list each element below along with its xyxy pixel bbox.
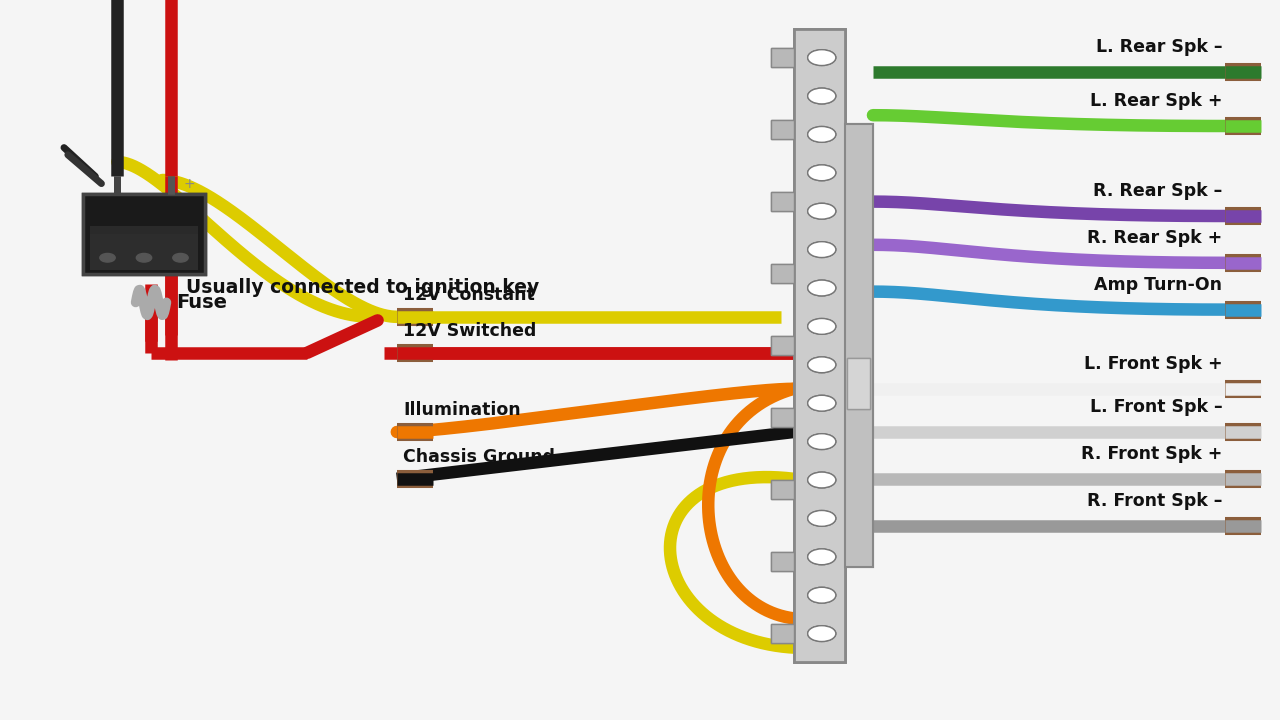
Bar <box>771 624 794 643</box>
Circle shape <box>808 357 836 373</box>
Circle shape <box>808 626 836 642</box>
Text: L. Front Spk +: L. Front Spk + <box>1084 355 1222 373</box>
Bar <box>771 336 794 355</box>
Circle shape <box>808 395 836 411</box>
Text: +: + <box>183 176 195 191</box>
Circle shape <box>808 203 836 219</box>
Circle shape <box>808 50 836 66</box>
Circle shape <box>173 253 188 262</box>
Bar <box>771 48 794 67</box>
Bar <box>845 124 873 567</box>
Text: Chassis Ground: Chassis Ground <box>403 448 556 466</box>
Circle shape <box>808 318 836 334</box>
Circle shape <box>808 357 836 373</box>
Circle shape <box>808 318 836 334</box>
Bar <box>771 624 794 643</box>
Bar <box>90 226 198 270</box>
Circle shape <box>808 280 836 296</box>
Circle shape <box>808 472 836 488</box>
Text: Amp Turn-On: Amp Turn-On <box>1094 276 1222 294</box>
Circle shape <box>808 549 836 564</box>
Bar <box>771 264 794 283</box>
Text: Fuse: Fuse <box>177 293 228 312</box>
Bar <box>771 264 794 283</box>
Circle shape <box>808 127 836 143</box>
Text: L. Rear Spk +: L. Rear Spk + <box>1089 92 1222 110</box>
Circle shape <box>808 242 836 258</box>
Bar <box>771 120 794 139</box>
Circle shape <box>808 165 836 181</box>
Circle shape <box>808 588 836 603</box>
Circle shape <box>808 127 836 143</box>
Text: R. Front Spk –: R. Front Spk – <box>1087 492 1222 510</box>
Bar <box>83 194 205 274</box>
Bar <box>771 552 794 571</box>
Circle shape <box>808 510 836 526</box>
Circle shape <box>808 280 836 296</box>
Bar <box>771 480 794 499</box>
Bar <box>771 192 794 211</box>
Circle shape <box>808 88 836 104</box>
Bar <box>771 48 794 67</box>
Circle shape <box>808 433 836 449</box>
Bar <box>90 235 198 270</box>
Text: Usually connected to ignition key: Usually connected to ignition key <box>186 279 539 297</box>
Text: R. Rear Spk +: R. Rear Spk + <box>1087 229 1222 247</box>
Text: Illumination: Illumination <box>403 401 521 419</box>
Text: L. Rear Spk –: L. Rear Spk – <box>1096 38 1222 56</box>
Bar <box>794 29 845 662</box>
Circle shape <box>808 165 836 181</box>
Circle shape <box>136 253 152 262</box>
Circle shape <box>808 510 836 526</box>
Bar <box>845 124 873 567</box>
Text: R. Front Spk +: R. Front Spk + <box>1082 445 1222 463</box>
Circle shape <box>808 50 836 66</box>
Circle shape <box>808 588 836 603</box>
Bar <box>83 194 205 274</box>
Bar <box>847 359 870 409</box>
Circle shape <box>808 433 836 449</box>
Circle shape <box>808 203 836 219</box>
Bar <box>771 408 794 427</box>
Bar <box>771 120 794 139</box>
Bar <box>771 192 794 211</box>
Bar <box>847 359 870 409</box>
Circle shape <box>808 626 836 642</box>
Circle shape <box>808 395 836 411</box>
Bar <box>794 29 845 662</box>
Circle shape <box>808 472 836 488</box>
Circle shape <box>100 253 115 262</box>
Bar <box>771 552 794 571</box>
Bar <box>771 336 794 355</box>
Bar <box>771 408 794 427</box>
Text: L. Front Spk –: L. Front Spk – <box>1089 398 1222 416</box>
Text: 12V Constant: 12V Constant <box>403 286 535 304</box>
Bar <box>771 480 794 499</box>
Circle shape <box>808 549 836 564</box>
Circle shape <box>808 88 836 104</box>
Circle shape <box>808 242 836 258</box>
Text: R. Rear Spk –: R. Rear Spk – <box>1093 182 1222 200</box>
Text: 12V Switched: 12V Switched <box>403 322 536 340</box>
